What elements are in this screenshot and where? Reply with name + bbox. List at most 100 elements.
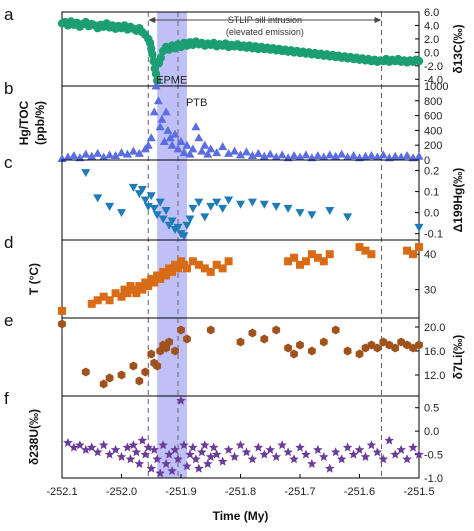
- panel-frame: [61, 159, 420, 241]
- y-tick-label: 800: [424, 96, 442, 108]
- data-point: [224, 148, 234, 157]
- data-point: [63, 437, 73, 447]
- data-point: [125, 454, 136, 464]
- data-point: [415, 243, 423, 252]
- series-label: EPME: [156, 74, 187, 86]
- data-point: [69, 151, 79, 160]
- data-point: [105, 202, 115, 211]
- data-point: [177, 325, 185, 335]
- data-point: [188, 442, 198, 452]
- y-tick-label: 0.5: [424, 403, 439, 415]
- data-point: [185, 449, 195, 459]
- data-point: [284, 343, 292, 353]
- data-point: [153, 96, 163, 105]
- data-point: [355, 243, 364, 252]
- data-point: [343, 346, 352, 356]
- data-point: [81, 444, 91, 454]
- y-tick-label: 600: [424, 111, 442, 123]
- data-point: [289, 454, 299, 464]
- data-point: [148, 50, 157, 59]
- data-point: [144, 282, 153, 291]
- data-point: [158, 215, 168, 224]
- data-point: [188, 257, 197, 266]
- x-tick-label: -252.0: [106, 486, 137, 498]
- series-label: PTB: [186, 97, 207, 109]
- data-point: [203, 458, 213, 468]
- data-point: [155, 198, 165, 207]
- data-point: [396, 444, 406, 454]
- data-point: [290, 349, 298, 359]
- panel-e: 20.0 16.0 12.0 e δ7Li(‰): [4, 311, 465, 397]
- data-point: [128, 146, 138, 155]
- data-point: [272, 325, 281, 335]
- data-point: [271, 202, 281, 211]
- data-point: [319, 451, 329, 461]
- data-point: [295, 209, 305, 218]
- data-point: [155, 122, 165, 131]
- data-point: [253, 442, 264, 452]
- data-point: [277, 440, 287, 450]
- data-point: [105, 150, 115, 159]
- data-point: [259, 151, 269, 160]
- data-point: [319, 152, 329, 161]
- y-tick-label: 2.0: [424, 34, 439, 46]
- data-point: [191, 122, 201, 131]
- data-point: [301, 150, 311, 159]
- data-point: [277, 150, 287, 159]
- y-tick-label: -0.1: [424, 229, 443, 241]
- panel-c: 0.2 0.1 0.0 -0.1 c Δ199Hg(‰): [4, 153, 465, 241]
- data-point: [259, 449, 270, 459]
- data-point: [235, 440, 246, 450]
- data-point: [93, 194, 103, 203]
- data-point: [153, 76, 162, 85]
- data-point: [167, 140, 177, 149]
- data-point: [307, 211, 317, 220]
- data-point: [161, 207, 171, 216]
- data-point: [128, 183, 138, 192]
- data-point: [218, 264, 227, 273]
- data-point: [134, 148, 144, 157]
- data-point: [330, 447, 341, 457]
- data-point: [151, 69, 161, 79]
- data-point: [230, 146, 240, 155]
- panel-frame: [61, 317, 420, 397]
- data-point: [206, 325, 215, 335]
- x-tick-label: -251.9: [165, 486, 196, 498]
- data-point: [378, 454, 389, 464]
- data-point: [162, 271, 171, 280]
- data-point: [165, 337, 173, 347]
- data-point: [197, 447, 207, 457]
- data-point: [409, 343, 417, 353]
- x-tick-label: -251.8: [225, 486, 256, 498]
- data-point: [146, 133, 156, 142]
- data-point: [87, 151, 97, 160]
- data-point: [408, 442, 418, 452]
- data-point: [81, 367, 90, 377]
- data-point: [355, 349, 364, 359]
- y-tick-label: 400: [424, 125, 442, 137]
- data-point: [229, 451, 240, 461]
- data-point: [194, 133, 204, 142]
- data-point: [153, 361, 162, 371]
- panel-f: 0.5 0.0 -0.5 -1.0 f δ238U(‰): [4, 389, 443, 485]
- data-point: [159, 137, 169, 145]
- data-point: [87, 299, 96, 308]
- y-tick-label: 0.1: [424, 187, 439, 199]
- data-point: [191, 454, 201, 464]
- data-point: [155, 468, 165, 478]
- data-point: [296, 340, 304, 350]
- data-point: [283, 447, 293, 457]
- data-point: [93, 296, 102, 305]
- data-point: [182, 264, 191, 273]
- data-point: [140, 196, 150, 205]
- data-point: [182, 461, 192, 471]
- overlay-layer: STLIP sill intrusion (elevated emission)…: [148, 15, 382, 523]
- data-point: [349, 151, 359, 160]
- y-tick-label: 0.2: [424, 166, 439, 178]
- data-point: [129, 361, 138, 371]
- data-point: [138, 285, 147, 294]
- data-point: [152, 211, 162, 220]
- data-point: [385, 340, 394, 350]
- data-point: [295, 152, 305, 161]
- data-point: [290, 253, 299, 262]
